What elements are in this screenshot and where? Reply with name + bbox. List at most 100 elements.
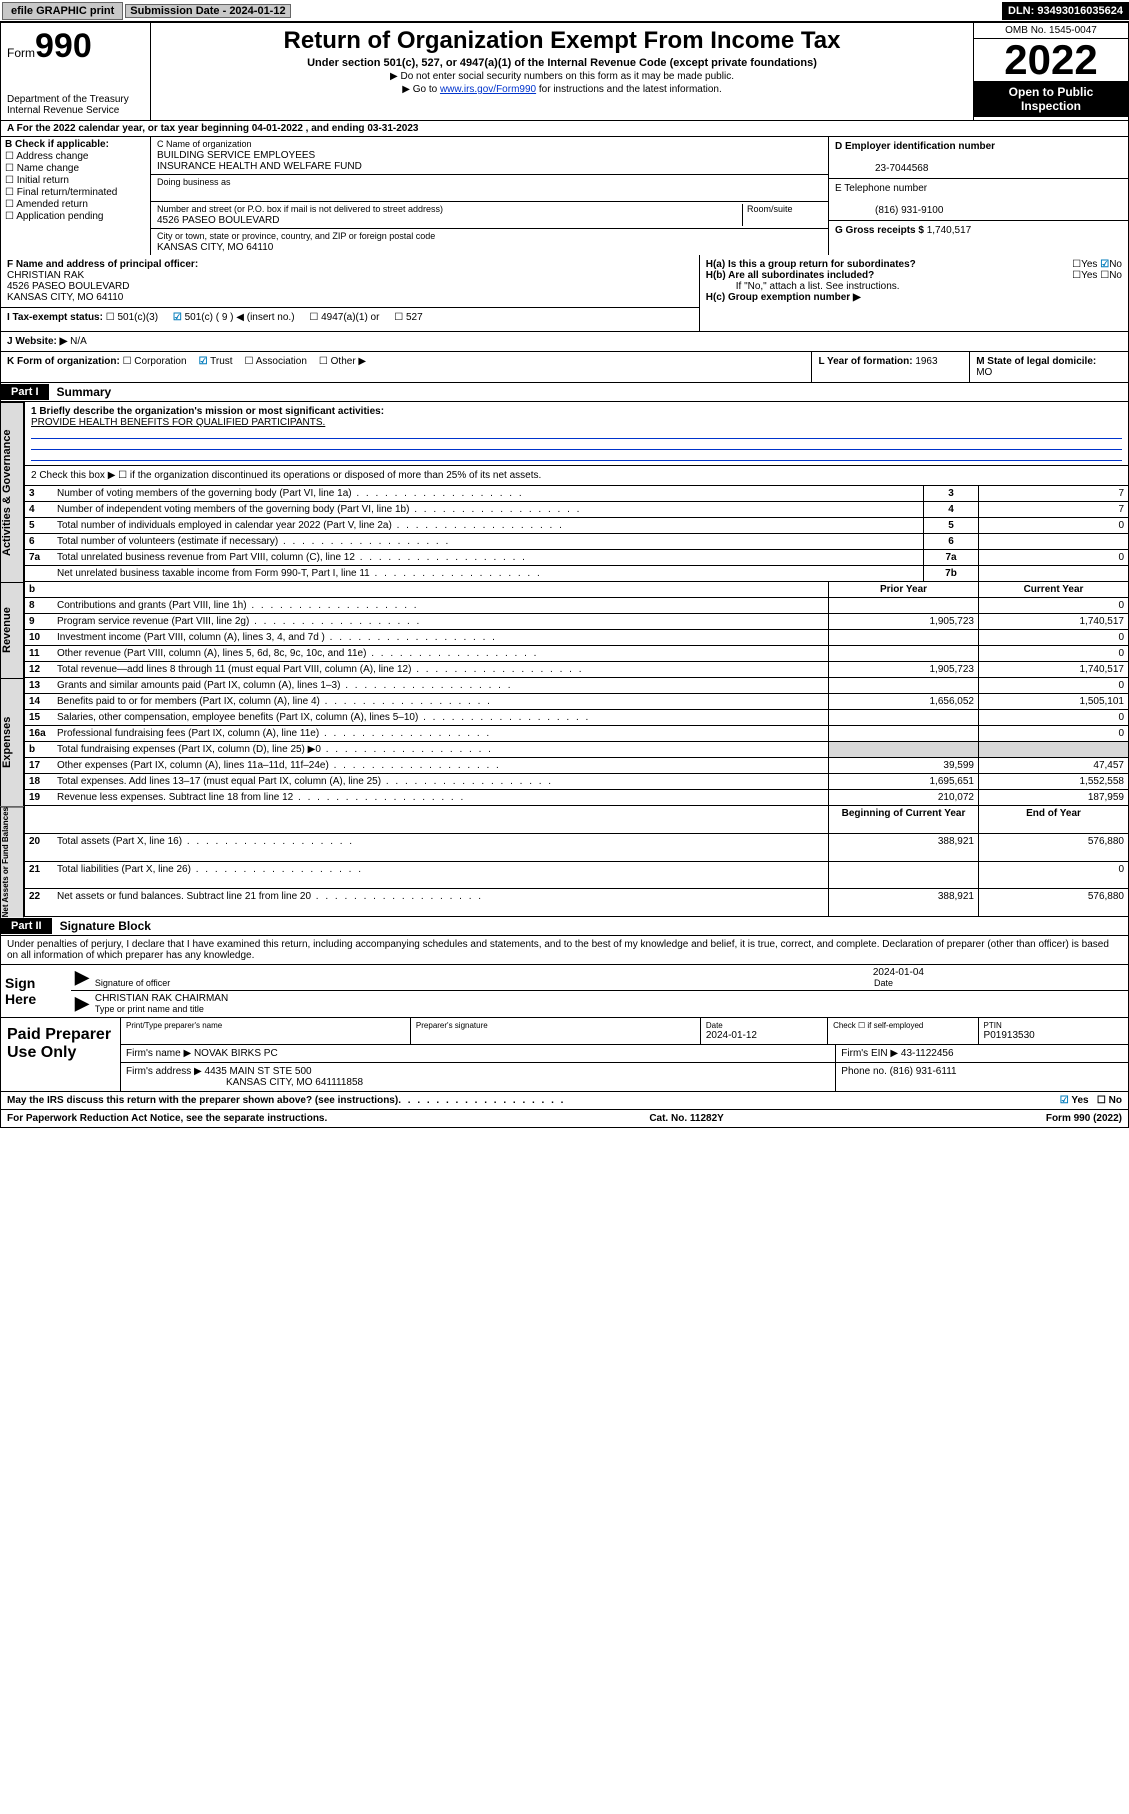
b-checkbox[interactable]: ☐ Amended return: [5, 199, 146, 210]
irs-link[interactable]: www.irs.gov/Form990: [440, 84, 536, 95]
may-irs-row: May the IRS discuss this return with the…: [0, 1092, 1129, 1110]
ptin: P01913530: [984, 1030, 1035, 1041]
may-yes: Yes: [1071, 1095, 1088, 1106]
h-no: No: [1109, 259, 1122, 270]
table-row: bTotal fundraising expenses (Part IX, co…: [25, 742, 1129, 758]
vlabel-rev: Revenue: [0, 582, 24, 678]
mission: PROVIDE HEALTH BENEFITS FOR QUALIFIED PA…: [31, 417, 325, 428]
open-public: Open to Public Inspection: [974, 81, 1128, 117]
prep-label: Paid Preparer Use Only: [1, 1018, 121, 1091]
officer-addr1: 4526 PASEO BOULEVARD: [7, 281, 129, 292]
ptin-lbl: PTIN: [984, 1021, 1123, 1030]
b-checkbox[interactable]: ☐ Application pending: [5, 211, 146, 222]
hc-lbl: H(c) Group exemption number ▶: [706, 292, 861, 303]
table-row: 6Total number of volunteers (estimate if…: [25, 534, 1129, 550]
year-formation: 1963: [915, 356, 937, 367]
gross-receipts: 1,740,517: [927, 225, 972, 236]
sub3-post: for instructions and the latest informat…: [536, 84, 722, 95]
firm-name: NOVAK BIRKS PC: [194, 1048, 278, 1059]
firm-name-lbl: Firm's name ▶: [126, 1048, 191, 1059]
footer-mid: Cat. No. 11282Y: [649, 1113, 723, 1124]
form-number: 990: [35, 27, 92, 65]
ein: 23-7044568: [835, 163, 928, 174]
e-lbl: E Telephone number: [835, 183, 927, 194]
table-row: 8Contributions and grants (Part VIII, li…: [25, 598, 1129, 614]
table-row: 10Investment income (Part VIII, column (…: [25, 630, 1129, 646]
k-option[interactable]: ☐ Corporation: [123, 356, 187, 367]
k-option[interactable]: ☑ Trust: [199, 356, 233, 367]
gov-table: 3Number of voting members of the governi…: [24, 486, 1129, 582]
form-id-box: Form990 Department of the Treasury Inter…: [1, 23, 151, 120]
c-name-lbl: C Name of organization: [157, 139, 252, 149]
hb-yes: Yes: [1081, 270, 1097, 281]
form-header: Form990 Department of the Treasury Inter…: [0, 22, 1129, 121]
org-info-block: B Check if applicable: ☐ Address change☐…: [0, 137, 1129, 255]
sign-here-label: Sign Here: [1, 965, 71, 1017]
section-h: H(a) Is this a group return for subordin…: [700, 255, 1128, 331]
section-deg: D Employer identification number 23-7044…: [828, 137, 1128, 255]
firm-addr2: KANSAS CITY, MO 641111858: [126, 1077, 363, 1088]
prep-block: Paid Preparer Use Only Print/Type prepar…: [0, 1018, 1129, 1092]
footer-left: For Paperwork Reduction Act Notice, see …: [7, 1113, 327, 1124]
h-attach: If "No," attach a list. See instructions…: [706, 281, 1122, 292]
part2-header: Part II Signature Block: [0, 917, 1129, 936]
k-option[interactable]: ☐ Other ▶: [319, 356, 366, 367]
dba-lbl: Doing business as: [157, 177, 231, 187]
subtitle-3: ▶ Go to www.irs.gov/Form990 for instruct…: [157, 84, 967, 95]
table-row: 12Total revenue—add lines 8 through 11 (…: [25, 662, 1129, 678]
table-row: Net unrelated business taxable income fr…: [25, 566, 1129, 582]
m-lbl: M State of legal domicile:: [976, 356, 1096, 367]
table-row: 9Program service revenue (Part VIII, lin…: [25, 614, 1129, 630]
section-m: M State of legal domicile:MO: [970, 352, 1128, 382]
part1-title: Summary: [49, 383, 120, 401]
part2-label: Part II: [1, 918, 52, 934]
part2-title: Signature Block: [52, 917, 159, 935]
sig-date: 2024-01-04: [95, 967, 1124, 978]
open-2: Inspection: [978, 99, 1124, 113]
table-row: 21Total liabilities (Part X, line 26)0: [25, 861, 1129, 889]
rev-table: bPrior YearCurrent Year8Contributions an…: [24, 582, 1129, 678]
hb-lbl: H(b) Are all subordinates included?: [706, 270, 875, 281]
i-lbl: I Tax-exempt status:: [7, 312, 103, 323]
table-row: 18Total expenses. Add lines 13–17 (must …: [25, 774, 1129, 790]
b-title: B Check if applicable:: [5, 139, 146, 150]
part1-label: Part I: [1, 384, 49, 400]
form-title: Return of Organization Exempt From Incom…: [157, 27, 967, 55]
k-option[interactable]: ☐ Association: [245, 356, 307, 367]
vlabel-na: Net Assets or Fund Balances: [0, 806, 24, 917]
h-yes: Yes: [1081, 259, 1097, 270]
b-checkbox[interactable]: ☐ Final return/terminated: [5, 187, 146, 198]
b-checkbox[interactable]: ☐ Name change: [5, 163, 146, 174]
may-irs-q: May the IRS discuss this return with the…: [7, 1095, 398, 1106]
table-row: 5Total number of individuals employed in…: [25, 518, 1129, 534]
table-header: bPrior YearCurrent Year: [25, 582, 1129, 598]
officer-addr2: KANSAS CITY, MO 64110: [7, 292, 123, 303]
tax-year: 2022: [974, 39, 1128, 81]
prep-sig-lbl: Preparer's signature: [416, 1021, 695, 1030]
check-icon: ☑: [173, 312, 182, 323]
klm-row: K Form of organization: ☐ Corporation☑ T…: [0, 352, 1129, 383]
top-bar: efile GRAPHIC print Submission Date - 20…: [0, 0, 1129, 22]
g-lbl: G Gross receipts $: [835, 225, 924, 236]
org-name-1: BUILDING SERVICE EMPLOYEES: [157, 150, 315, 161]
date-lbl: Date: [874, 978, 1124, 988]
efile-button[interactable]: efile GRAPHIC print: [2, 2, 123, 20]
j-row: J Website: ▶ N/A: [0, 332, 1129, 352]
b-checkbox[interactable]: ☐ Initial return: [5, 175, 146, 186]
part1-header: Part I Summary: [0, 383, 1129, 402]
prep-date-lbl: Date: [706, 1021, 822, 1030]
table-row: 7aTotal unrelated business revenue from …: [25, 550, 1129, 566]
table-row: 17Other expenses (Part IX, column (A), l…: [25, 758, 1129, 774]
phone-lbl: Phone no.: [841, 1066, 887, 1077]
tax-year-line: A For the 2022 calendar year, or tax yea…: [0, 121, 1129, 137]
section-k: K Form of organization: ☐ Corporation☑ T…: [1, 352, 812, 382]
d-lbl: D Employer identification number: [835, 141, 995, 152]
may-no: No: [1109, 1095, 1122, 1106]
check-icon: ☑: [1100, 259, 1109, 270]
b-checkbox[interactable]: ☐ Address change: [5, 151, 146, 162]
org-address: 4526 PASEO BOULEVARD: [157, 215, 279, 226]
dept-irs: Internal Revenue Service: [7, 105, 144, 116]
open-1: Open to Public: [978, 85, 1124, 99]
hb-no: No: [1109, 270, 1122, 281]
table-row: 15Salaries, other compensation, employee…: [25, 710, 1129, 726]
